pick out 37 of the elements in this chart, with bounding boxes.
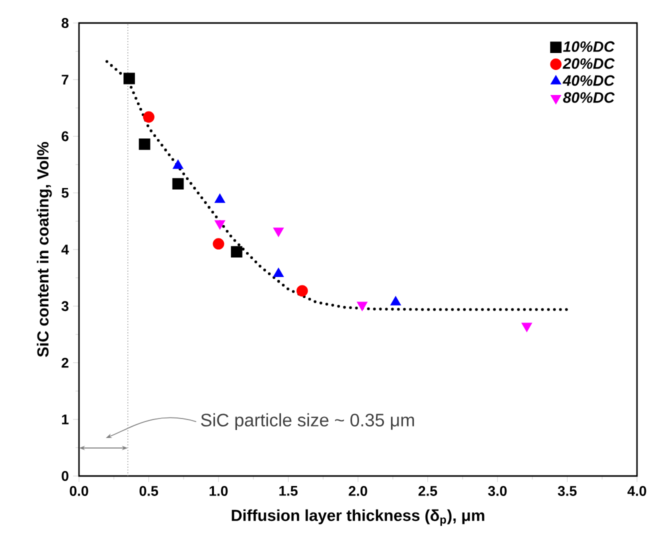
legend-label: 40%DC xyxy=(562,75,615,86)
legend-label: 10%DC xyxy=(563,41,615,52)
y-tick-label: 7 xyxy=(62,74,68,84)
x-axis-title: Diffusion layer thickness (δ$_{p}$), μm xyxy=(232,509,484,526)
point xyxy=(357,302,368,311)
x-tick-label: 3.5 xyxy=(558,486,577,496)
point xyxy=(230,246,242,258)
y-tick-label: 3 xyxy=(61,301,68,312)
point xyxy=(214,220,225,230)
annotation: SiC particle size ~ 0.35 μm xyxy=(201,413,414,430)
point xyxy=(273,228,284,237)
x-tick-label: 2.5 xyxy=(418,486,438,496)
x-tick-label: 0.5 xyxy=(140,486,158,496)
legend-label: 20%DC xyxy=(562,58,615,69)
y-axis-title: SiC content in coating, Vol% xyxy=(36,142,52,357)
y-tick-label: 1 xyxy=(62,414,69,424)
point xyxy=(172,178,184,190)
y-tick-label: 4 xyxy=(61,244,69,254)
x-tick-label: 4.0 xyxy=(627,486,646,496)
y-tick-label: 2 xyxy=(62,358,68,368)
point xyxy=(296,285,308,297)
point xyxy=(173,160,184,169)
legend-label: 80%DC xyxy=(563,92,615,103)
point xyxy=(138,138,150,150)
x-tick-label: 1.0 xyxy=(210,486,228,496)
y-tick-label: 5 xyxy=(62,188,69,198)
point xyxy=(124,72,135,84)
x-tick-label: 0.0 xyxy=(70,486,88,496)
point xyxy=(212,238,224,250)
point xyxy=(522,322,532,332)
x-tick-label: 3.0 xyxy=(488,486,507,496)
x-tick-label: 2.0 xyxy=(348,486,368,496)
y-tick-label: 0 xyxy=(62,471,68,481)
point xyxy=(143,111,154,123)
x-tick-label: 1.5 xyxy=(279,486,298,496)
y-tick-label: 6 xyxy=(62,131,68,142)
y-tick-label: 8 xyxy=(62,18,69,28)
